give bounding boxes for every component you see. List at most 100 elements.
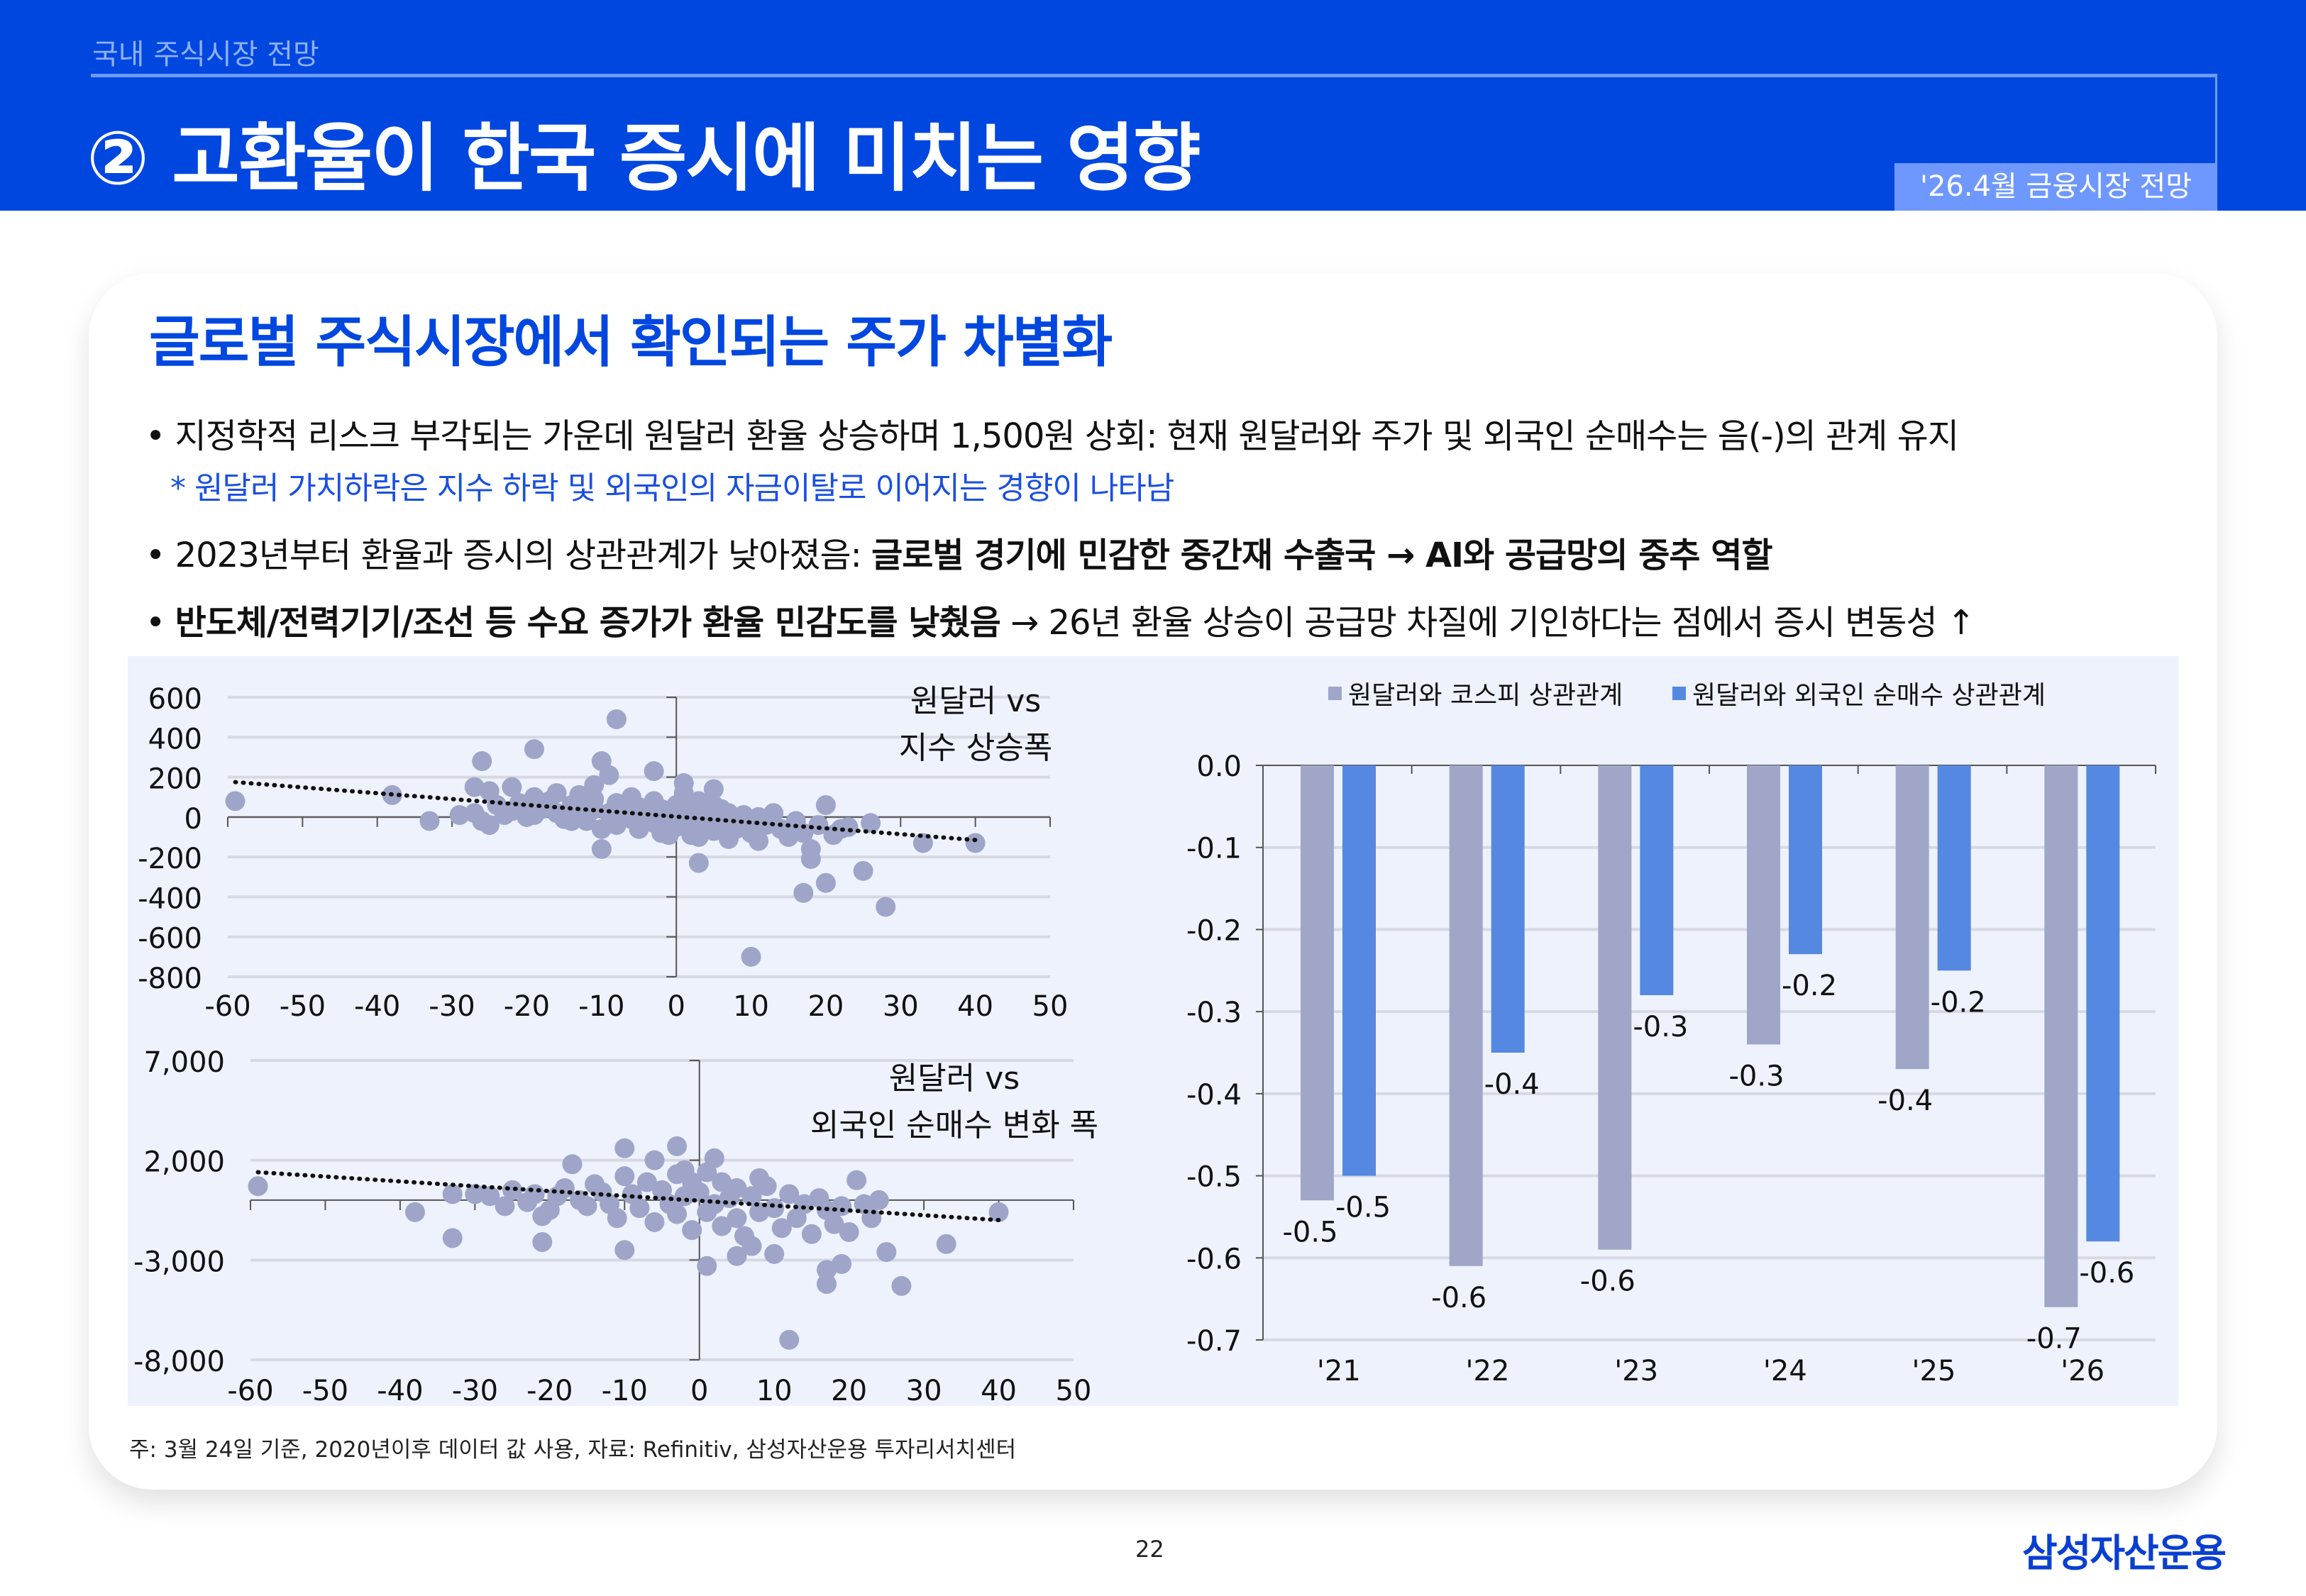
scatter-point [778,827,799,847]
scatter-point [801,1224,822,1244]
legend-label: 원달러와 코스피 상관관계 [1348,681,1623,710]
scatter-point [667,1204,688,1224]
data-label: -0.2 [1782,970,1837,1002]
chart-annotation: 원달러 vs [889,1060,1020,1097]
scatter-point [764,1243,785,1264]
scatter-point [591,819,612,839]
data-label: -0.3 [1633,1011,1688,1043]
scatter-point [644,1150,665,1170]
y-tick-label: -800 [138,963,202,995]
scatter-point [749,831,769,851]
header-divider [91,74,2217,77]
scatter-point [697,1256,717,1276]
y-tick-label: -3,000 [133,1246,225,1278]
scatter-point [779,1329,800,1350]
scatter-point [591,838,612,859]
y-tick-label: -400 [138,882,202,915]
scatter-point [599,765,619,785]
bullet-text: • 2023년부터 환율과 증시의 상관관계가 낮아졌음: [145,536,872,575]
chart-annotation: 지수 상승폭 [899,730,1052,766]
x-tick-label: -60 [204,990,250,1023]
y-tick-label: -0.6 [1186,1243,1242,1275]
data-label: -0.6 [2079,1257,2134,1290]
x-tick-label: '25 [1912,1355,1956,1387]
x-tick-label: -30 [452,1375,498,1407]
bullet-note: * 원달러 가치하락은 지수 하락 및 외국인의 자금이탈로 이어지는 경향이 … [170,470,1174,506]
bar-foreign [1491,765,1525,1053]
scatter-point [561,811,582,831]
scatter-point [419,811,440,831]
scatter-point [704,1194,724,1214]
bar-foreign [1640,765,1674,995]
x-tick-label: 0 [690,1375,708,1407]
scatter-point [727,1178,747,1199]
bar-foreign [1937,765,1971,971]
y-tick-label: 400 [148,723,202,755]
y-tick-label: 200 [148,763,202,796]
x-tick-label: -50 [280,990,326,1023]
scatter-point [449,805,470,826]
scatter-point [614,1138,635,1158]
data-label: -0.7 [2026,1323,2082,1356]
x-tick-label: -10 [578,990,624,1023]
x-tick-label: '21 [1317,1355,1361,1387]
chart-annotation: 외국인 순매수 변화 폭 [810,1107,1098,1143]
data-label: -0.6 [1431,1282,1486,1314]
scatter-point [817,1260,837,1280]
y-tick-label: 0.0 [1196,750,1242,783]
x-tick-label: -20 [504,990,550,1023]
y-tick-label: -200 [138,843,202,875]
scatter-point [808,815,829,836]
legend-swatch [1672,687,1686,700]
x-tick-label: -50 [302,1375,348,1407]
bullet-bold-text: 반도체/전력기기/조선 등 수요 증가가 환율 민감도를 낮췄음 [175,603,1001,643]
scatter-point [464,777,485,797]
y-tick-label: -600 [138,923,202,955]
page-number: 22 [1135,1536,1164,1563]
data-label: -0.5 [1335,1192,1391,1224]
scatter-point [697,1162,717,1182]
header-divider-vertical [2215,74,2217,166]
bar-kospi [1895,765,1929,1070]
scatter-point [442,1228,463,1248]
scatter-point [824,1214,844,1234]
scatter-point [502,1180,523,1200]
y-tick-label: -0.3 [1186,997,1242,1029]
y-tick-label: 0 [184,803,202,836]
scatter-point [682,1220,702,1241]
x-tick-label: 40 [981,1375,1017,1407]
y-tick-label: -0.5 [1186,1161,1242,1194]
x-tick-label: '23 [1614,1355,1658,1387]
bullet-3: • 반도체/전력기기/조선 등 수요 증가가 환율 민감도를 낮췄음 → 26년… [145,594,1975,644]
scatter-point [779,1184,800,1204]
scatter-point [688,827,709,847]
bar-kospi [1747,765,1780,1045]
scatter-point [727,1208,747,1229]
scatter-point [606,709,627,729]
bar-kospi [1301,765,1334,1201]
scatter-point [688,853,709,873]
scatter-point [465,1184,485,1204]
scatter-point [667,1136,688,1156]
header-band: 국내 주식시장 전망 ② 고환율이 한국 증시에 미치는 영향 '26.4월 금… [0,0,2306,211]
scatter-point [763,803,784,824]
scatter-point [846,1170,867,1190]
y-tick-label: -0.2 [1186,914,1242,947]
x-tick-label: -10 [602,1375,648,1407]
bullet-1: • 지정학적 리스크 부각되는 가운데 원달러 환율 상승하며 1,500원 상… [145,408,1959,458]
x-tick-label: '26 [2060,1355,2104,1387]
scatter-point [225,791,246,811]
scatter-point [771,1218,792,1238]
scatter-point [839,1221,859,1242]
scatter-point [532,1232,553,1253]
y-tick-label: 2,000 [143,1146,225,1179]
scatter-point [562,1154,583,1175]
scatter-point [472,751,492,772]
scatter-point [832,1196,852,1217]
bar-foreign [1342,765,1376,1176]
bullet-text: • [145,603,175,643]
scatter-point [749,1202,770,1222]
section-label: 국내 주식시장 전망 [92,38,319,71]
scatter-point [794,1194,815,1214]
